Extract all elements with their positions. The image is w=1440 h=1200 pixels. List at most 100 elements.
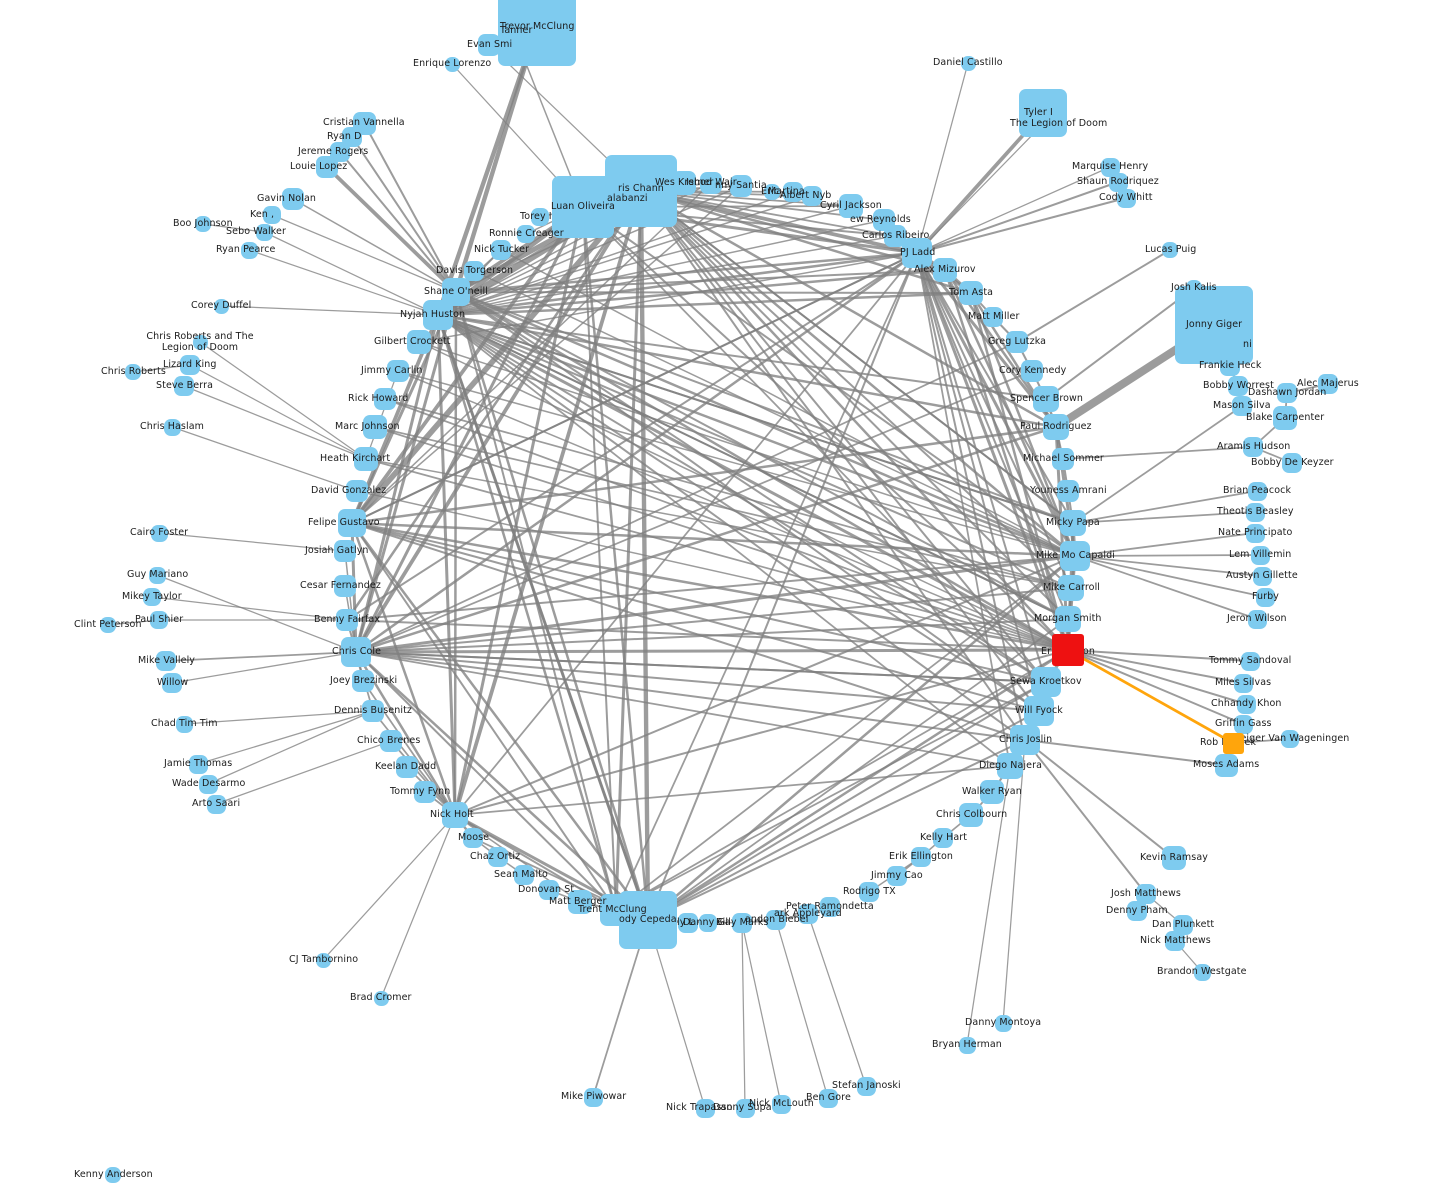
graph-node-diego-najera[interactable] <box>997 753 1023 779</box>
graph-node-bryan-herman[interactable] <box>958 1036 976 1054</box>
graph-node-will-fyock[interactable] <box>1024 696 1054 726</box>
graph-node-jimmy-carlin[interactable] <box>387 360 409 382</box>
graph-node-morgan-smith[interactable] <box>1055 606 1081 632</box>
graph-node-lem-villemin[interactable] <box>1250 545 1270 565</box>
graph-node-paul-shier[interactable] <box>150 611 168 629</box>
graph-node-ben-gore[interactable] <box>818 1088 838 1108</box>
graph-node-bobby-worrest[interactable] <box>1228 376 1248 396</box>
graph-node-mason-silva[interactable] <box>1232 396 1252 416</box>
graph-node-jeron-wilson[interactable] <box>1247 609 1267 629</box>
graph-node-davis-torgerson[interactable] <box>464 261 484 281</box>
graph-node-rob-dyrdek[interactable] <box>1222 732 1244 754</box>
graph-node-eric-x[interactable] <box>764 184 780 200</box>
graph-node-ryan-d[interactable] <box>342 127 362 147</box>
graph-node-chico-brenes[interactable] <box>380 730 402 752</box>
graph-node-sewa-kroetkov[interactable] <box>1031 667 1061 697</box>
graph-node-nick-holt[interactable] <box>442 802 468 828</box>
graph-node-theotis-beasley[interactable] <box>1245 502 1265 522</box>
graph-node-chaz-ortiz[interactable] <box>488 847 508 867</box>
graph-node-nick-mclouth[interactable] <box>771 1094 791 1114</box>
graph-node-brandon-biebel[interactable] <box>766 910 786 930</box>
graph-node-jonny-giger[interactable] <box>1175 286 1253 364</box>
graph-node-tommy-sandoval[interactable] <box>1240 651 1260 671</box>
graph-node-balabanzi[interactable] <box>624 192 636 204</box>
graph-node-corey-duffel[interactable] <box>213 298 229 314</box>
graph-node-nyjah-huston[interactable] <box>423 300 453 330</box>
graph-node-arto-saari[interactable] <box>206 794 226 814</box>
graph-node-mike-carroll[interactable] <box>1058 575 1084 601</box>
graph-node-ishod-wair[interactable] <box>700 172 722 194</box>
graph-node-evan-smith[interactable] <box>478 34 500 56</box>
graph-node-chris-colbourn[interactable] <box>959 803 983 827</box>
graph-node-brad-cromer[interactable] <box>373 990 389 1006</box>
graph-node-furby[interactable] <box>1255 587 1275 607</box>
graph-node-cesar-fernandez[interactable] <box>334 575 356 597</box>
graph-node-mike-vallely[interactable] <box>156 651 176 671</box>
graph-node-marc-johnson[interactable] <box>363 415 387 439</box>
graph-node-aramis-hudson[interactable] <box>1243 437 1263 457</box>
graph-node-rodrigo-tx[interactable] <box>859 882 879 902</box>
graph-node-dashawn-jordan[interactable] <box>1277 383 1297 403</box>
graph-node-danny-montoya[interactable] <box>994 1014 1012 1032</box>
graph-node-mike-mo-capaldi[interactable] <box>1060 541 1090 571</box>
graph-node-sean-malto[interactable] <box>514 865 534 885</box>
graph-node-griffin-gass[interactable] <box>1233 714 1253 734</box>
graph-node-shaun-rodriguez[interactable] <box>1108 172 1128 192</box>
graph-node-mike-piwowar[interactable] <box>583 1087 603 1107</box>
graph-node-nick-tucker[interactable] <box>491 240 511 260</box>
graph-node-dennis-busenitz[interactable] <box>362 700 384 722</box>
graph-node-sebo-walker[interactable] <box>255 223 273 241</box>
graph-node-chad-tim-tim[interactable] <box>175 715 193 733</box>
graph-node-nate-principato[interactable] <box>1245 523 1265 543</box>
graph-node-paul-rodriguez[interactable] <box>1043 414 1069 440</box>
graph-node-boo-johnson[interactable] <box>195 216 211 232</box>
graph-node-moose[interactable] <box>463 828 483 848</box>
graph-node-kenn[interactable] <box>263 206 281 224</box>
graph-node-denny-pham[interactable] <box>1127 901 1147 921</box>
graph-node-rick-howard[interactable] <box>374 388 396 410</box>
graph-node-gilbert-crockett[interactable] <box>407 330 431 354</box>
graph-node-martina[interactable] <box>783 182 803 202</box>
graph-node-joey-brezinski[interactable] <box>352 670 374 692</box>
graph-node-walker-ryan[interactable] <box>980 780 1004 804</box>
graph-node-matt-miller[interactable] <box>983 307 1003 327</box>
graph-node-willow[interactable] <box>162 673 182 693</box>
graph-node-geiger-van-wageningen[interactable] <box>1281 730 1299 748</box>
graph-node-kelly-hart[interactable] <box>933 828 953 848</box>
graph-node-jamie-thomas[interactable] <box>188 754 208 774</box>
graph-node-louie-lopez[interactable] <box>316 156 338 178</box>
graph-node-josh-kalis[interactable] <box>1186 280 1202 296</box>
graph-node-alec-majerus[interactable] <box>1318 374 1338 394</box>
graph-node-austyn-gillette[interactable] <box>1252 566 1272 586</box>
graph-node-wade-desarmo[interactable] <box>198 774 218 794</box>
graph-node-pj-ladd[interactable] <box>902 238 932 268</box>
graph-node-keelan-dadd[interactable] <box>396 756 418 778</box>
graph-node-nick-trapasso[interactable] <box>695 1098 715 1118</box>
graph-node-lucas-puig[interactable] <box>1162 242 1178 258</box>
graph-node-donovan-st[interactable] <box>539 880 559 900</box>
graph-node-erik-ellington[interactable] <box>911 847 931 867</box>
graph-node-cory-kennedy[interactable] <box>1021 360 1043 382</box>
graph-node-tyler-i[interactable] <box>1019 89 1067 137</box>
graph-node-cairo-foster[interactable] <box>150 524 168 542</box>
graph-node-ronnie-creager[interactable] <box>517 225 535 243</box>
graph-node-manny-santiago[interactable] <box>730 175 752 197</box>
graph-node-felipe-gustavo[interactable] <box>338 509 366 537</box>
graph-node-michael-sommer[interactable] <box>1052 448 1074 470</box>
graph-node-tanner[interactable] <box>506 24 520 38</box>
graph-node-cj-tambornino[interactable] <box>315 952 331 968</box>
graph-node-josiah-gatlyn[interactable] <box>334 540 356 562</box>
graph-node-nick-matthews[interactable] <box>1165 931 1185 951</box>
graph-node-cody-whitt[interactable] <box>1116 188 1136 208</box>
graph-node-enrique-lorenzo[interactable] <box>444 56 460 72</box>
graph-node-chris-haslam[interactable] <box>163 418 181 436</box>
graph-node-chris-roberts-legion[interactable] <box>192 334 208 350</box>
graph-node-daniel-castillo[interactable] <box>960 55 976 71</box>
graph-node-chris-joslin[interactable] <box>1010 725 1040 755</box>
graph-node-peter-ramondetta[interactable] <box>820 897 840 917</box>
graph-node-mark-appleyard[interactable] <box>798 904 818 924</box>
graph-node-dan-plunkett[interactable] <box>1173 915 1193 935</box>
graph-node-stefan-janoski[interactable] <box>856 1076 876 1096</box>
graph-node-chris-roberts[interactable] <box>125 364 141 380</box>
